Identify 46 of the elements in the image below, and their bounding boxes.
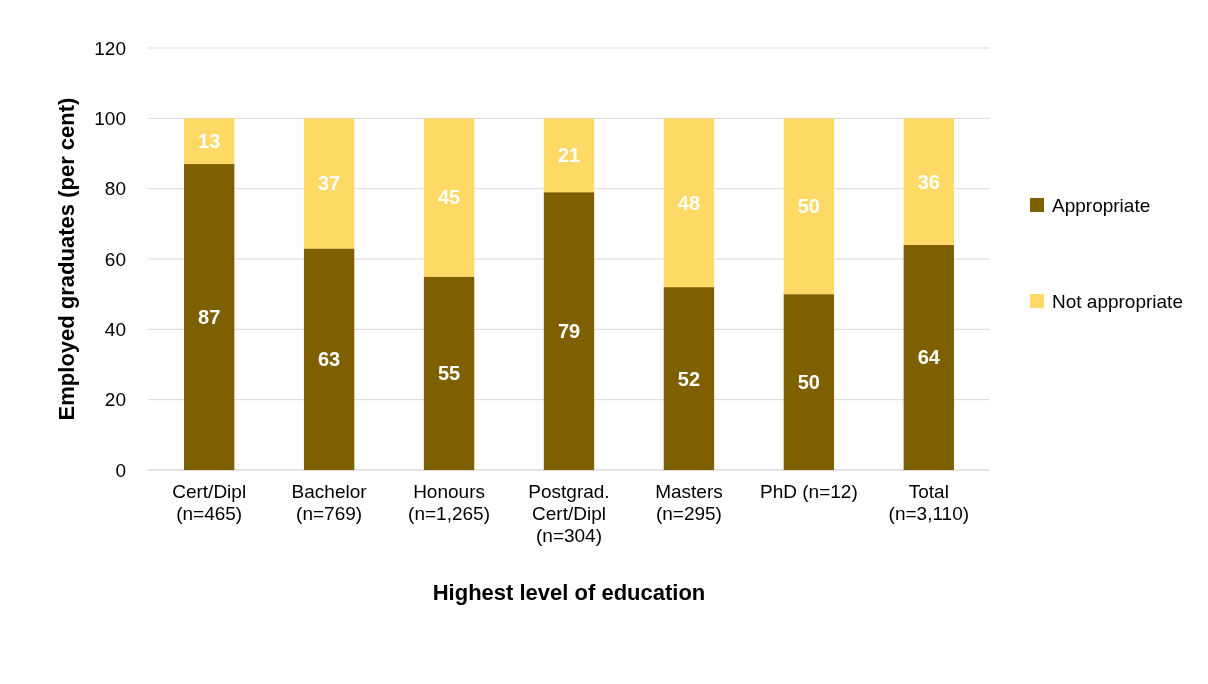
data-label: 50 xyxy=(797,371,821,394)
bar xyxy=(423,118,475,277)
bar xyxy=(783,294,835,470)
x-axis-title: Highest level of education xyxy=(432,580,706,605)
x-tick-label: Honours (n=1,265) xyxy=(408,481,490,524)
data-label: 48 xyxy=(677,191,701,214)
data-label: 52 xyxy=(677,367,701,390)
x-tick-label: Bachelor (n=769) xyxy=(291,481,368,524)
x-tick-label: Cert/Dipl (n=465) xyxy=(172,481,247,524)
bar xyxy=(543,192,595,470)
bar xyxy=(903,244,955,470)
bar xyxy=(183,118,235,165)
y-tick-label: 80 xyxy=(104,178,126,200)
data-label: 13 xyxy=(198,130,221,153)
y-tick-label: 40 xyxy=(104,318,126,340)
x-tick-label: PhD (n=12) xyxy=(760,481,858,502)
bar xyxy=(783,118,835,295)
data-label: 36 xyxy=(917,170,940,193)
bar xyxy=(663,118,715,288)
legend-label: Not appropriate xyxy=(1052,290,1183,312)
y-tick-label: 100 xyxy=(94,107,126,129)
x-tick-label: Total (n=3,110) xyxy=(888,481,970,524)
bar xyxy=(903,118,955,245)
bar xyxy=(303,118,355,249)
data-label: 87 xyxy=(198,306,221,329)
data-label: 79 xyxy=(557,320,581,343)
data-label: 55 xyxy=(437,362,461,385)
bar xyxy=(303,248,355,470)
data-label: 63 xyxy=(317,348,341,371)
bar xyxy=(183,164,235,470)
y-axis-title: Employed graduates (per cent) xyxy=(54,97,79,421)
y-tick-label: 20 xyxy=(104,389,126,411)
data-label: 50 xyxy=(797,195,821,218)
data-label: 21 xyxy=(557,144,581,167)
data-label: 37 xyxy=(317,172,341,195)
x-tick-label: Postgrad. Cert/Dipl (n=304) xyxy=(528,481,610,546)
y-tick-label: 60 xyxy=(104,248,126,270)
bar xyxy=(423,276,475,470)
bar xyxy=(663,287,715,470)
legend-label: Appropriate xyxy=(1052,194,1151,216)
y-tick-label: 0 xyxy=(115,459,126,481)
bar xyxy=(543,118,595,193)
y-tick-label: 120 xyxy=(94,37,126,59)
data-label: 64 xyxy=(917,346,941,369)
data-label: 45 xyxy=(437,186,461,209)
x-tick-label: Masters (n=295) xyxy=(655,481,723,524)
